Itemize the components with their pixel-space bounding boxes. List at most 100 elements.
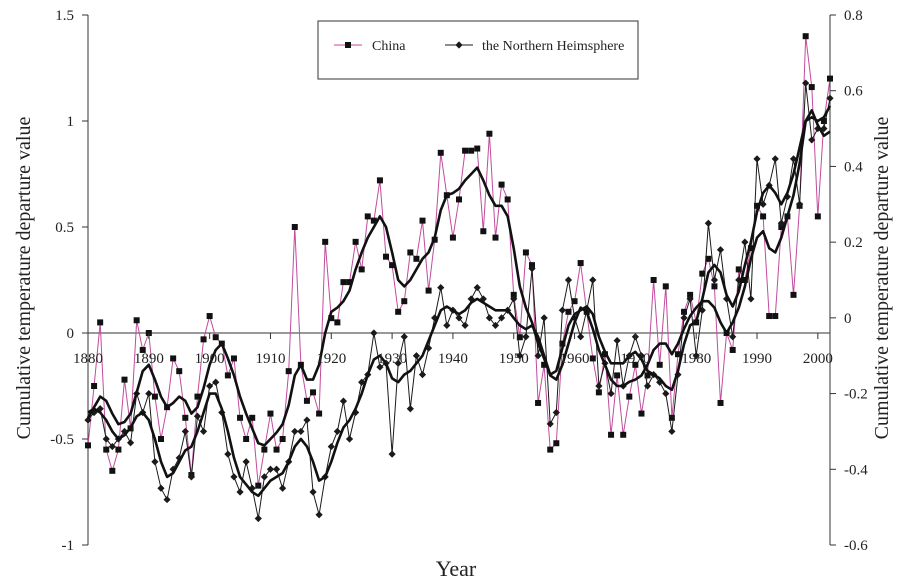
- legend-diamond-icon: [455, 41, 463, 49]
- data-point: [334, 319, 341, 326]
- data-point: [753, 155, 761, 163]
- data-point: [437, 283, 445, 292]
- data-point: [710, 276, 719, 284]
- data-point: [424, 344, 433, 352]
- data-point: [656, 361, 663, 368]
- data-point: [711, 283, 718, 290]
- data-point: [85, 442, 91, 449]
- data-point: [121, 376, 128, 383]
- data-point: [199, 427, 208, 436]
- data-point: [303, 416, 311, 424]
- x-tick-label: 1900: [195, 351, 225, 367]
- data-point: [266, 465, 275, 473]
- data-point: [638, 410, 645, 417]
- data-point: [571, 298, 578, 305]
- smoothed-series-3: [87, 105, 832, 498]
- data-point: [473, 283, 481, 292]
- data-point: [790, 291, 797, 298]
- data-point: [662, 389, 670, 398]
- data-point: [315, 511, 323, 519]
- data-point: [254, 514, 262, 523]
- data-point: [279, 436, 286, 442]
- x-tick-label: 1950: [499, 351, 529, 367]
- x-tick-label: 1920: [316, 351, 346, 367]
- data-point: [674, 351, 681, 358]
- data-point: [826, 94, 834, 102]
- series-china: [85, 33, 833, 489]
- data-point: [614, 372, 621, 379]
- data-point: [741, 238, 749, 246]
- data-point: [412, 352, 421, 360]
- data-point: [431, 314, 439, 322]
- y-right-tick-label: -0.4: [844, 462, 868, 478]
- y-left-tick-label: 1: [67, 114, 75, 130]
- data-point: [541, 361, 548, 368]
- x-tick-label: 1960: [560, 351, 590, 367]
- data-point: [613, 336, 621, 345]
- data-point: [827, 75, 833, 82]
- data-point: [388, 450, 396, 458]
- data-point: [401, 298, 408, 305]
- series-layer: [84, 33, 834, 523]
- data-point: [802, 79, 810, 87]
- data-point: [163, 495, 171, 504]
- data-point: [650, 277, 657, 283]
- data-point: [102, 435, 110, 443]
- data-point: [352, 238, 359, 245]
- data-point: [395, 308, 402, 315]
- data-point: [303, 397, 310, 404]
- data-point: [705, 255, 712, 262]
- data-point: [400, 333, 408, 341]
- y-right-tick-label: -0.6: [844, 538, 868, 554]
- data-point: [272, 465, 281, 473]
- data-point: [97, 319, 104, 326]
- data-point: [607, 389, 615, 398]
- data-point: [413, 255, 420, 262]
- y-left-tick-label: 1.5: [55, 8, 74, 24]
- data-point: [339, 397, 348, 405]
- data-point: [84, 416, 92, 424]
- data-point: [479, 295, 487, 303]
- legend-item-northern-hemisphere: the Northern Heimsphere: [445, 39, 624, 54]
- data-point: [91, 383, 98, 389]
- data-point: [328, 315, 335, 322]
- data-point: [540, 314, 548, 322]
- data-point: [212, 334, 219, 341]
- data-point: [115, 446, 122, 453]
- data-point: [322, 238, 329, 245]
- data-point: [193, 412, 202, 420]
- data-point: [522, 249, 529, 256]
- data-point: [620, 431, 627, 438]
- data-point: [808, 84, 815, 91]
- data-point: [346, 279, 353, 286]
- data-point: [310, 389, 317, 396]
- data-point: [595, 389, 602, 396]
- data-point: [626, 393, 633, 400]
- data-point: [370, 329, 378, 337]
- y-left-tick-label: 0.5: [55, 220, 74, 236]
- data-point: [747, 245, 754, 252]
- data-point: [139, 346, 146, 353]
- data-point: [370, 217, 377, 224]
- data-point: [759, 200, 767, 208]
- y-right-tick-label: 0.8: [844, 8, 863, 24]
- x-tick-label: 1910: [255, 351, 285, 367]
- data-point: [747, 295, 755, 303]
- data-point: [491, 321, 500, 330]
- data-point: [814, 213, 821, 220]
- data-point: [249, 414, 256, 421]
- y-axis-label-left: Cumulative temperature departure value: [13, 117, 35, 440]
- data-point: [236, 488, 244, 496]
- data-point: [273, 446, 280, 453]
- data-point: [316, 410, 323, 417]
- tick-layer: 1880 1890 1900 1910 1920 1930 1940 1950 1960 1970…: [50, 8, 868, 554]
- data-point: [109, 467, 116, 474]
- data-point: [406, 405, 414, 413]
- data-point: [260, 473, 268, 481]
- data-point: [151, 458, 159, 466]
- legend-square-icon: [345, 42, 351, 48]
- data-point: [480, 228, 487, 235]
- data-point: [808, 136, 816, 144]
- data-point: [535, 399, 542, 406]
